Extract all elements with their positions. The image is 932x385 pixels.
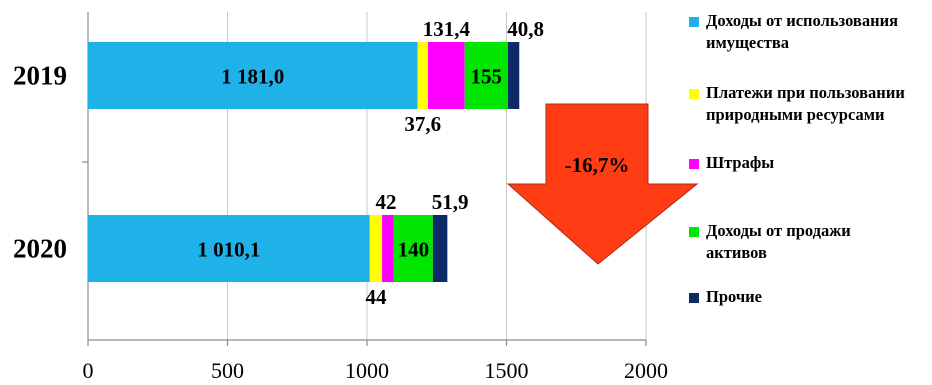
legend-entry: Штрафы	[706, 153, 774, 172]
legend-entry: Прочие	[706, 287, 762, 306]
legend-entry-line: Штрафы	[706, 153, 774, 172]
bar-segment	[382, 215, 394, 282]
legend-entry-line: Доходы от продажи	[706, 221, 851, 240]
data-label: 1 010,1	[197, 238, 260, 262]
data-label: 1 181,0	[221, 65, 284, 89]
legend-entry-line: природными ресурсами	[706, 105, 885, 124]
legend-swatch	[689, 159, 699, 169]
legend-entry: Платежи при пользовании природными ресурс…	[706, 83, 905, 124]
legend-entry-line: Платежи при пользовании	[706, 83, 905, 102]
bar-segment	[88, 215, 370, 282]
legend-entry-line: имущества	[706, 33, 789, 52]
data-label: 51,9	[432, 190, 469, 214]
data-label: 44	[365, 285, 387, 309]
bars	[88, 42, 520, 282]
legend: Доходы от использования имущества Платежи …	[689, 11, 905, 306]
legend-entry: Доходы от продажи активов	[706, 221, 851, 262]
bar-segment	[369, 215, 383, 282]
bar-segment	[432, 215, 448, 282]
data-label: 42	[375, 190, 396, 214]
x-tick-label: 500	[211, 358, 244, 383]
legend-entry-line: Прочие	[706, 287, 762, 306]
legend-swatch	[689, 89, 699, 99]
legend-swatch	[689, 227, 699, 237]
data-label: 140	[398, 238, 430, 262]
category-label: 2019	[13, 61, 67, 91]
x-tick-label: 1000	[345, 358, 389, 383]
data-label: 155	[471, 65, 503, 89]
axes: 0 500 1000 1500 2000 2019 2020	[13, 12, 668, 383]
bar-segment	[417, 42, 428, 109]
x-tick-label: 0	[83, 358, 94, 383]
x-tick-label: 2000	[624, 358, 668, 383]
bar-segment	[393, 215, 433, 282]
down-arrow-shape	[506, 103, 699, 265]
category-label: 2020	[13, 234, 67, 264]
bar-segment	[464, 42, 508, 109]
legend-entry-line: Доходы от использования	[706, 11, 898, 30]
bar-segment	[507, 42, 520, 109]
bar-segment	[88, 42, 418, 109]
data-label: 37,6	[404, 112, 441, 136]
legend-entry-line: активов	[706, 243, 767, 262]
x-tick-label: 1500	[485, 358, 529, 383]
change-arrow-annotation: -16,7%	[506, 103, 699, 265]
data-label: 40,8	[507, 17, 544, 41]
data-label: 131,4	[423, 17, 471, 41]
legend-swatch	[689, 17, 699, 27]
arrow-percent-label: -16,7%	[565, 153, 630, 177]
legend-entry: Доходы от использования имущества	[706, 11, 898, 52]
bar-segment	[427, 42, 465, 109]
legend-swatch	[689, 293, 699, 303]
